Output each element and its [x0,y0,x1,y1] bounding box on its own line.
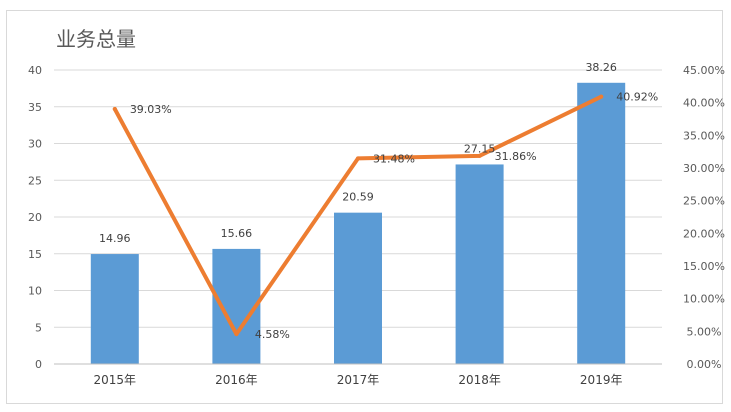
right-y-tick-label: 0.00% [687,358,722,371]
line-point [356,156,360,161]
line-value-label: 31.48% [373,152,415,165]
right-y-tick-label: 40.00% [683,97,725,110]
line-value-label: 39.03% [130,103,172,116]
bar-series [90,82,626,364]
x-tick-label: 2016年 [215,373,258,387]
left-y-tick-label: 20 [28,211,42,224]
line-series [112,94,604,337]
bar [577,82,626,364]
right-y-tick-label: 10.00% [683,293,725,306]
bar-value-label: 15.66 [221,227,253,240]
right-y-tick-label: 30.00% [683,162,725,175]
left-y-tick-label: 0 [35,358,42,371]
line-point [234,332,239,337]
right-y-tick-label: 45.00% [683,64,725,77]
left-y-tick-label: 5 [35,321,42,334]
left-y-axis: 0 5 10 15 20 25 30 35 40 [28,64,42,371]
bar-value-label: 27.15 [464,142,496,155]
x-tick-label: 2015年 [94,373,137,387]
left-y-tick-label: 10 [28,285,42,298]
line-value-label: 31.86% [495,150,537,163]
line-point [112,107,117,112]
line-point [599,94,604,99]
right-y-tick-label: 15.00% [683,260,725,273]
chart-title: 业务总量 [56,27,136,51]
line-value-label: 4.58% [255,328,290,341]
left-y-tick-label: 25 [28,174,42,187]
x-tick-label: 2019年 [580,373,623,387]
x-tick-label: 2017年 [337,373,380,387]
line-value-label: 40.92% [616,91,658,104]
bar-value-label: 38.26 [585,61,617,74]
right-y-tick-label: 20.00% [683,227,725,240]
left-y-tick-label: 30 [28,138,42,151]
right-y-axis: 0.00% 5.00% 10.00% 15.00% 20.00% 25.00% 30.00%… [683,64,725,371]
x-tick-label: 2018年 [458,373,501,387]
right-y-tick-label: 25.00% [683,195,725,208]
left-y-tick-label: 35 [28,101,42,114]
bar [90,254,139,364]
bar-value-label: 20.59 [342,191,374,204]
bar-value-label: 14.96 [99,232,131,245]
x-axis: 2015年 2016年 2017年 2018年 2019年 [54,363,662,387]
right-y-tick-label: 35.00% [683,129,725,142]
line-point [477,153,482,158]
bar [455,164,504,364]
left-y-tick-label: 40 [28,64,42,77]
right-y-tick-label: 5.00% [687,325,722,338]
left-y-tick-label: 15 [28,248,42,261]
data-labels: 14.96 15.66 20.59 27.15 38.26 39.03% 4.58% 31.4… [99,61,658,341]
bar [334,212,382,364]
